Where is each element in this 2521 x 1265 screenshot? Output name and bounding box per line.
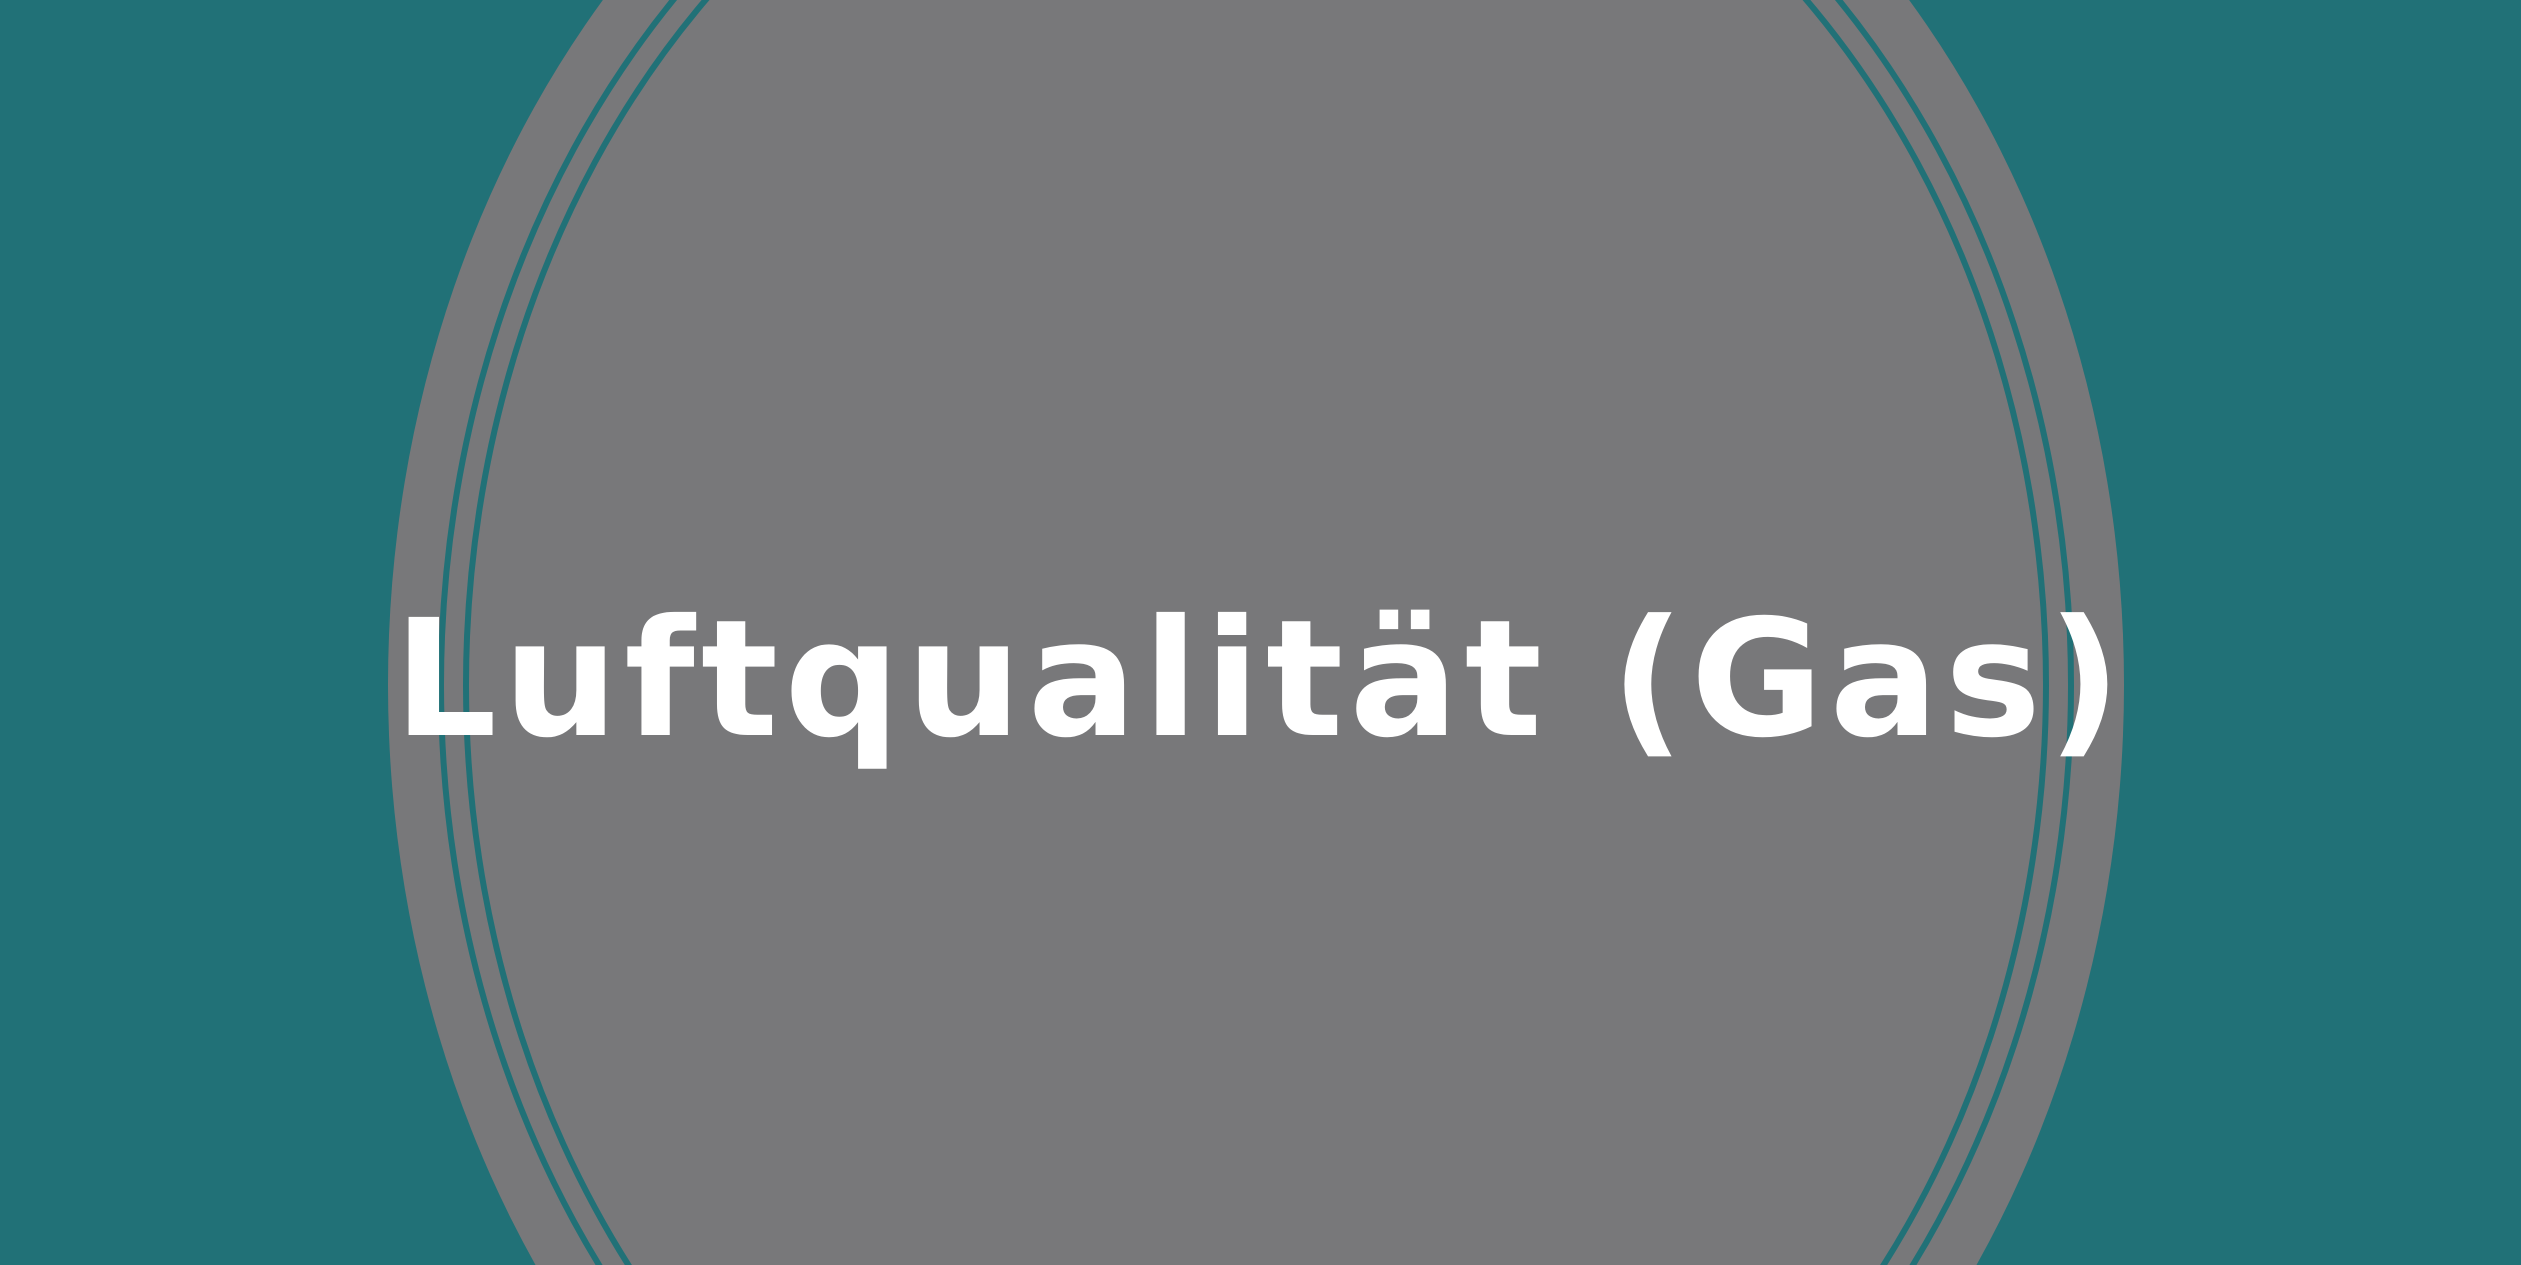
inner-ring [463,0,2049,1265]
grey-circle [388,0,2124,1265]
slide-title: Luftqualität (Gas) [393,586,2128,774]
outer-ring [438,0,2074,1265]
